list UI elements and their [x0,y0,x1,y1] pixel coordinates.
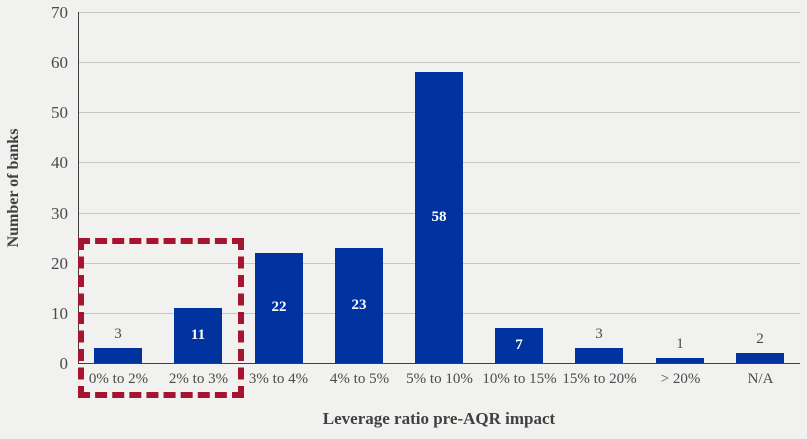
y-axis-tick-label: 30 [51,204,68,223]
y-axis-tick-label: 50 [51,103,68,122]
y-axis-tick-label: 70 [51,3,68,22]
bar-2% to 3% [174,308,222,363]
y-axis-tick-label: 10 [51,304,68,323]
bar-3% to 4% [255,253,303,363]
x-axis-category-label: 3% to 4% [248,371,309,387]
x-axis-category-label: 4% to 5% [329,371,390,387]
y-axis-tick-label: 0 [59,354,69,373]
gridline [78,12,800,13]
gridline [78,62,800,63]
data-label: 23 [351,297,367,313]
data-label: 22 [271,299,287,315]
data-label: 58 [431,209,447,225]
x-axis-category-label: 5% to 10% [406,371,473,387]
x-axis-line [78,363,800,364]
x-axis-category-label: 0% to 2% [88,371,149,387]
y-axis-line [78,12,79,363]
data-label: 1 [676,336,684,352]
x-axis-category-label: 2% to 3% [168,371,229,387]
data-label: 2 [756,331,764,347]
y-axis-title: Number of banks [5,128,22,248]
x-axis-title: Leverage ratio pre-AQR impact [322,409,556,428]
bar-0% to 2% [94,348,142,363]
data-label: 3 [114,326,122,342]
highlight-dashed-rectangle [78,238,244,398]
data-label: 11 [190,327,206,343]
bar-N/A [736,353,784,363]
bar-4% to 5% [335,248,383,363]
bar-15% to 20% [575,348,623,363]
y-axis-tick-label: 60 [51,53,68,72]
data-label: 3 [595,326,603,342]
data-label: 7 [515,337,523,353]
x-axis-category-label: > 20% [660,371,701,387]
x-axis-category-label: 15% to 20% [562,371,637,387]
y-axis-tick-label: 20 [51,254,68,273]
y-axis-tick-label: 40 [51,153,68,172]
bar-> 20% [656,358,704,363]
x-axis-category-label: N/A [747,371,774,387]
bar-5% to 10% [415,72,463,363]
bar-10% to 15% [495,328,543,363]
x-axis-category-label: 10% to 15% [482,371,557,387]
